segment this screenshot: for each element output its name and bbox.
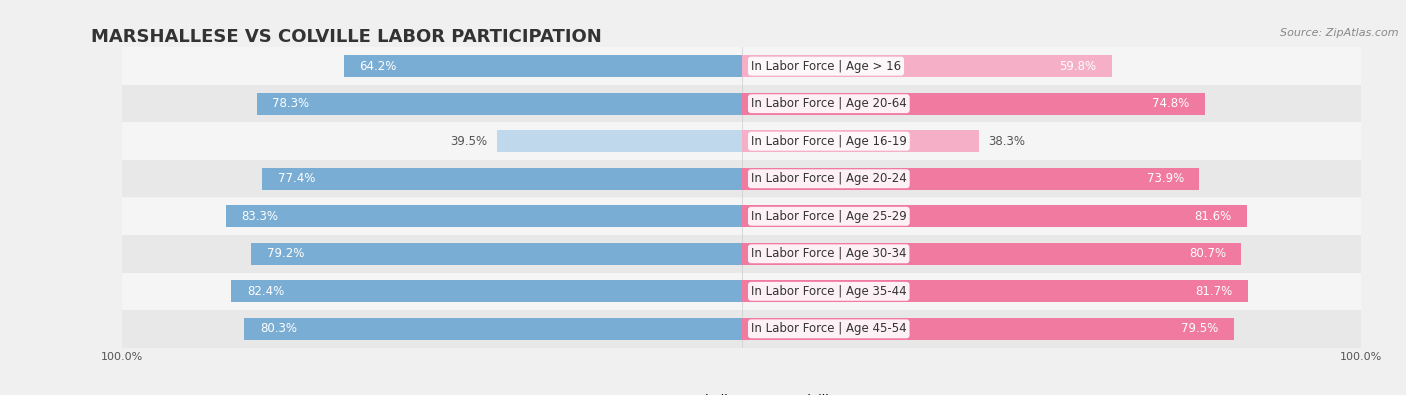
Text: 38.3%: 38.3%: [988, 135, 1025, 148]
Text: 80.3%: 80.3%: [260, 322, 297, 335]
Bar: [498, 130, 742, 152]
Text: 74.8%: 74.8%: [1152, 97, 1189, 110]
Text: 39.5%: 39.5%: [451, 135, 488, 148]
Bar: [263, 168, 742, 190]
Text: 78.3%: 78.3%: [273, 97, 309, 110]
Bar: [742, 243, 1241, 265]
Text: 77.4%: 77.4%: [278, 172, 315, 185]
Text: In Labor Force | Age 20-24: In Labor Force | Age 20-24: [751, 172, 907, 185]
Legend: Marshallese, Colville: Marshallese, Colville: [647, 394, 837, 395]
Bar: [742, 318, 1234, 340]
Text: 81.7%: 81.7%: [1195, 285, 1232, 298]
Text: 79.2%: 79.2%: [267, 247, 304, 260]
Bar: [257, 93, 742, 115]
Text: 79.5%: 79.5%: [1181, 322, 1219, 335]
Bar: [742, 168, 1199, 190]
Bar: [122, 160, 1361, 198]
Text: 81.6%: 81.6%: [1194, 210, 1232, 223]
Bar: [226, 205, 742, 227]
Bar: [742, 55, 1112, 77]
Text: 59.8%: 59.8%: [1059, 60, 1097, 73]
Text: In Labor Force | Age 35-44: In Labor Force | Age 35-44: [751, 285, 907, 298]
Bar: [252, 243, 742, 265]
Bar: [245, 318, 742, 340]
Text: 80.7%: 80.7%: [1189, 247, 1226, 260]
Text: MARSHALLESE VS COLVILLE LABOR PARTICIPATION: MARSHALLESE VS COLVILLE LABOR PARTICIPAT…: [91, 28, 602, 46]
Bar: [122, 310, 1361, 348]
Text: In Labor Force | Age > 16: In Labor Force | Age > 16: [751, 60, 901, 73]
Text: 73.9%: 73.9%: [1147, 172, 1184, 185]
Bar: [742, 93, 1205, 115]
Bar: [742, 280, 1247, 302]
Bar: [122, 47, 1361, 85]
Text: In Labor Force | Age 30-34: In Labor Force | Age 30-34: [751, 247, 907, 260]
Text: 64.2%: 64.2%: [360, 60, 396, 73]
Text: 82.4%: 82.4%: [247, 285, 284, 298]
Text: In Labor Force | Age 45-54: In Labor Force | Age 45-54: [751, 322, 907, 335]
Text: Source: ZipAtlas.com: Source: ZipAtlas.com: [1281, 28, 1399, 38]
Text: In Labor Force | Age 16-19: In Labor Force | Age 16-19: [751, 135, 907, 148]
Bar: [742, 205, 1247, 227]
Text: In Labor Force | Age 20-64: In Labor Force | Age 20-64: [751, 97, 907, 110]
Bar: [122, 85, 1361, 122]
Bar: [344, 55, 742, 77]
Text: 83.3%: 83.3%: [242, 210, 278, 223]
Bar: [122, 235, 1361, 273]
Bar: [742, 130, 979, 152]
Text: In Labor Force | Age 25-29: In Labor Force | Age 25-29: [751, 210, 907, 223]
Bar: [122, 198, 1361, 235]
Bar: [122, 122, 1361, 160]
Bar: [232, 280, 742, 302]
Bar: [122, 273, 1361, 310]
